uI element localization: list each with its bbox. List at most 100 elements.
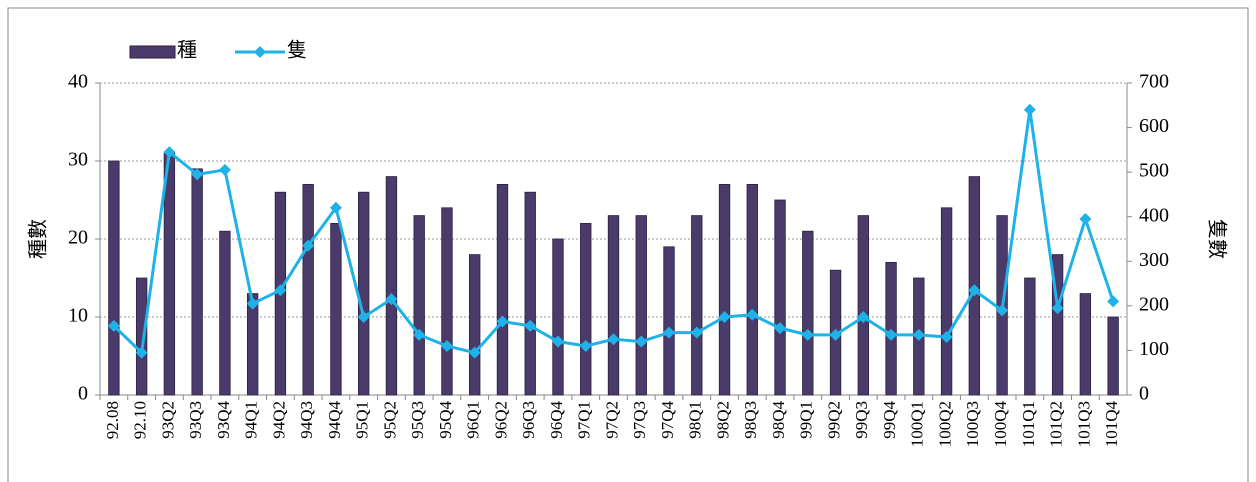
x-tick-label: 101Q3	[1074, 401, 1093, 447]
y2-axis-title: 隻數	[1205, 219, 1228, 259]
marker	[357, 311, 370, 323]
marker	[413, 328, 426, 341]
x-tick-label: 96Q1	[464, 401, 483, 439]
marker	[857, 311, 870, 323]
bar	[580, 222, 592, 396]
x-tick-label: 94Q2	[269, 401, 288, 439]
bar	[857, 215, 869, 396]
legend-swatch	[129, 45, 176, 59]
marker	[468, 346, 481, 359]
y-tick-label: 40	[68, 71, 88, 93]
marker	[191, 168, 204, 181]
x-tick-label: 92.10	[131, 401, 150, 439]
x-tick-label: 93Q2	[158, 401, 177, 439]
bar	[885, 261, 897, 396]
x-tick-label: 99Q3	[852, 401, 871, 439]
y2-tick-label: 500	[1139, 160, 1169, 182]
bar	[1107, 316, 1119, 396]
x-tick-label: 101Q4	[1102, 401, 1121, 448]
x-tick-label: 93Q3	[186, 401, 205, 439]
x-tick-label: 98Q2	[713, 401, 732, 439]
legend-label: 種	[177, 39, 197, 62]
marker	[246, 297, 259, 310]
marker	[996, 304, 1009, 317]
marker	[690, 326, 703, 339]
x-tick-label: 94Q3	[297, 401, 316, 439]
x-tick-label: 94Q1	[242, 401, 261, 439]
bar	[1024, 277, 1036, 396]
x-tick-label: 95Q1	[353, 401, 372, 439]
marker	[968, 284, 981, 297]
marker	[440, 339, 453, 352]
x-tick-label: 100Q2	[935, 401, 954, 447]
y2-tick-label: 0	[1139, 383, 1149, 405]
x-tick-label: 96Q2	[491, 401, 510, 439]
bar	[135, 277, 148, 396]
bar	[219, 230, 231, 396]
chart-border	[7, 7, 1249, 482]
x-tick-label: 99Q2	[824, 401, 843, 439]
marker	[718, 311, 731, 323]
marker	[385, 293, 398, 306]
marker	[274, 284, 287, 297]
y2-tick-label: 700	[1139, 71, 1169, 93]
marker	[940, 331, 953, 344]
bar	[663, 246, 675, 396]
bar	[802, 230, 814, 396]
marker	[135, 346, 148, 359]
x-tick-label: 97Q1	[575, 401, 594, 439]
y-tick-label: 0	[78, 383, 88, 405]
y-tick-label: 30	[68, 149, 88, 171]
bar	[302, 183, 314, 396]
marker	[1023, 103, 1036, 116]
bar	[940, 207, 953, 396]
bar	[496, 183, 509, 396]
bar	[552, 238, 564, 396]
marker	[663, 326, 676, 339]
x-tick-label: 94Q4	[325, 401, 344, 439]
x-tick-label: 92.08	[103, 401, 122, 439]
x-tick-label: 97Q4	[658, 401, 677, 439]
bar	[1051, 254, 1064, 396]
y2-tick-label: 600	[1139, 115, 1169, 137]
marker	[107, 319, 120, 332]
marker	[801, 328, 814, 341]
x-tick-label: 93Q4	[214, 401, 233, 439]
bar	[524, 191, 536, 396]
x-tick-label: 100Q1	[908, 401, 927, 447]
marker	[885, 328, 898, 341]
marker	[524, 319, 537, 332]
x-tick-label: 100Q3	[963, 401, 982, 447]
x-tick-label: 101Q2	[1047, 401, 1066, 447]
x-tick-label: 100Q4	[991, 401, 1010, 448]
bar	[108, 160, 120, 396]
y2-tick-label: 400	[1139, 204, 1169, 226]
legend-marker	[254, 46, 266, 58]
marker	[746, 308, 759, 321]
marker	[829, 328, 842, 341]
x-tick-label: 96Q3	[519, 401, 538, 439]
bar	[607, 215, 620, 396]
x-tick-label: 101Q1	[1019, 401, 1038, 447]
x-tick-label: 95Q3	[408, 401, 427, 439]
y2-tick-label: 200	[1139, 293, 1169, 315]
bar	[774, 199, 786, 396]
x-tick-label: 96Q4	[547, 401, 566, 439]
bar	[330, 222, 342, 396]
marker	[1079, 212, 1092, 225]
y-axis-title: 種數	[27, 219, 50, 259]
bar	[246, 293, 259, 396]
x-tick-label: 98Q3	[741, 401, 760, 439]
marker	[163, 146, 176, 159]
y2-tick-label: 100	[1139, 338, 1169, 360]
x-tick-label: 99Q1	[797, 401, 816, 439]
x-tick-label: 95Q4	[436, 401, 455, 439]
marker	[635, 335, 648, 348]
bar	[385, 176, 398, 396]
x-tick-label: 98Q1	[686, 401, 705, 439]
x-tick-label: 99Q4	[880, 401, 899, 439]
y2-tick-label: 300	[1139, 249, 1169, 271]
bar	[191, 168, 203, 396]
marker	[774, 322, 787, 335]
